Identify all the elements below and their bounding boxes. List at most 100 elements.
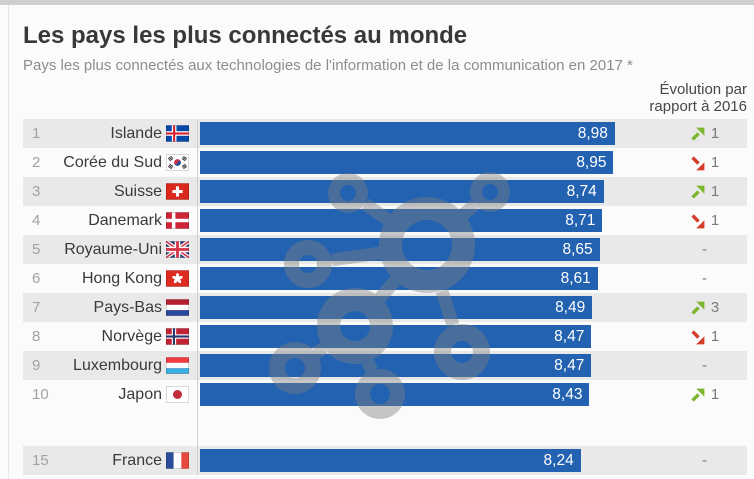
evolution-header-line1: Évolution par — [659, 81, 747, 98]
bar-value-label: 8,49 — [555, 298, 586, 316]
table-row: 6 Hong Kong 8,61 - — [23, 264, 747, 293]
bar-track: 8,65 — [200, 238, 662, 261]
evolution-value-label: 1 — [710, 386, 720, 403]
evolution-cell: 1 — [662, 154, 747, 171]
rank-label: 3 — [32, 183, 41, 200]
country-label: Royaume-Uni — [64, 240, 162, 258]
bar-value-label: 8,71 — [565, 211, 596, 229]
trend-up-icon — [690, 184, 706, 200]
evolution-cell: 1 — [662, 386, 747, 403]
value-bar: 8,47 — [200, 325, 592, 348]
evolution-value-label: 1 — [710, 212, 720, 229]
value-bar: 8,74 — [200, 180, 604, 203]
flag-hk-icon — [166, 270, 189, 287]
country-label: Luxembourg — [73, 356, 162, 374]
evolution-column-header: Évolution par rapport à 2016 — [649, 81, 747, 115]
flag-jp-icon — [166, 386, 189, 403]
browser-top-strip — [0, 0, 754, 5]
bar-track: 8,47 — [200, 325, 662, 348]
evolution-cell: 3 — [662, 299, 747, 316]
page-left-border — [8, 5, 9, 479]
bar-track: 8,74 — [200, 180, 662, 203]
flag-kr-icon — [166, 154, 189, 171]
rank-label: 15 — [32, 452, 49, 469]
country-label: Japon — [118, 385, 162, 403]
flag-lu-icon — [166, 357, 189, 374]
evolution-cell: 1 — [662, 125, 747, 142]
table-row: 7 Pays-Bas 8,49 3 — [23, 293, 747, 322]
bar-track: 8,95 — [200, 151, 662, 174]
value-bar: 8,61 — [200, 267, 598, 290]
no-change-label: - — [702, 452, 707, 469]
value-bar: 8,98 — [200, 122, 615, 145]
country-label: Hong Kong — [81, 269, 162, 287]
evolution-cell: - — [662, 357, 747, 374]
evolution-cell: 1 — [662, 183, 747, 200]
evolution-value-label: 3 — [710, 299, 720, 316]
table-row: 3 Suisse 8,74 1 — [23, 177, 747, 206]
table-row: 4 Danemark 8,71 1 — [23, 206, 747, 235]
value-bar: 8,43 — [200, 383, 590, 406]
no-change-label: - — [702, 241, 707, 258]
value-bar: 8,47 — [200, 354, 592, 377]
bar-value-label: 8,47 — [554, 356, 585, 374]
rank-label: 7 — [32, 299, 41, 316]
trend-down-icon — [690, 155, 706, 171]
table-row: 9 Luxembourg 8,47 - — [23, 351, 747, 380]
table-row: 2 Corée du Sud 8,95 1 — [23, 148, 747, 177]
evolution-cell: - — [662, 270, 747, 287]
table-row: 15 France 8,24 - — [23, 446, 747, 475]
trend-down-icon — [690, 329, 706, 345]
table-row: 8 Norvège 8,47 1 — [23, 322, 747, 351]
evolution-value-label: 1 — [710, 328, 720, 345]
bar-value-label: 8,24 — [543, 451, 574, 469]
evolution-value-label: 1 — [710, 183, 720, 200]
bar-track: 8,71 — [200, 209, 662, 232]
bar-track: 8,43 — [200, 383, 662, 406]
rank-label: 5 — [32, 241, 41, 258]
evolution-value-label: 1 — [710, 154, 720, 171]
flag-gb-icon — [166, 241, 189, 258]
bar-value-label: 8,61 — [560, 269, 591, 287]
value-bar: 8,71 — [200, 209, 603, 232]
bar-value-label: 8,95 — [576, 153, 607, 171]
trend-down-icon — [690, 213, 706, 229]
evolution-cell: 1 — [662, 212, 747, 229]
bar-track: 8,47 — [200, 354, 662, 377]
flag-nl-icon — [166, 299, 189, 316]
no-change-label: - — [702, 357, 707, 374]
rank-label: 1 — [32, 125, 41, 142]
flag-fr-icon — [166, 452, 189, 469]
flag-no-icon — [166, 328, 189, 345]
value-bar: 8,49 — [200, 296, 593, 319]
rank-label: 4 — [32, 212, 41, 229]
page-title: Les pays les plus connectés au monde — [23, 22, 468, 49]
trend-up-icon — [690, 126, 706, 142]
bar-value-label: 8,43 — [552, 385, 583, 403]
table-row: 5 Royaume-Uni 8,65 - — [23, 235, 747, 264]
bar-value-label: 8,74 — [566, 182, 597, 200]
table-row: 1 Islande 8,98 1 — [23, 119, 747, 148]
table-row: 10 Japon 8,43 1 — [23, 380, 747, 409]
no-change-label: - — [702, 270, 707, 287]
bar-track: 8,61 — [200, 267, 662, 290]
evolution-cell: 1 — [662, 328, 747, 345]
rank-label: 9 — [32, 357, 41, 374]
bar-value-label: 8,65 — [562, 240, 593, 258]
bar-track: 8,49 — [200, 296, 662, 319]
rank-label: 6 — [32, 270, 41, 287]
rows: 1 Islande 8,98 1 2 Corée du Sud 8,95 1 3 Suisse 8,… — [23, 119, 747, 475]
rank-label: 8 — [32, 328, 41, 345]
country-label: Suisse — [113, 182, 162, 200]
flag-ch-icon — [166, 183, 189, 200]
rank-label: 10 — [32, 386, 49, 403]
value-bar: 8,24 — [200, 449, 581, 472]
country-label: Islande — [110, 124, 162, 142]
rank-label: 2 — [32, 154, 41, 171]
evolution-header-line2: rapport à 2016 — [649, 98, 747, 115]
trend-up-icon — [690, 387, 706, 403]
country-label: Pays-Bas — [93, 298, 162, 316]
country-label: Corée du Sud — [63, 153, 162, 171]
bar-value-label: 8,98 — [577, 124, 608, 142]
value-bar: 8,95 — [200, 151, 614, 174]
